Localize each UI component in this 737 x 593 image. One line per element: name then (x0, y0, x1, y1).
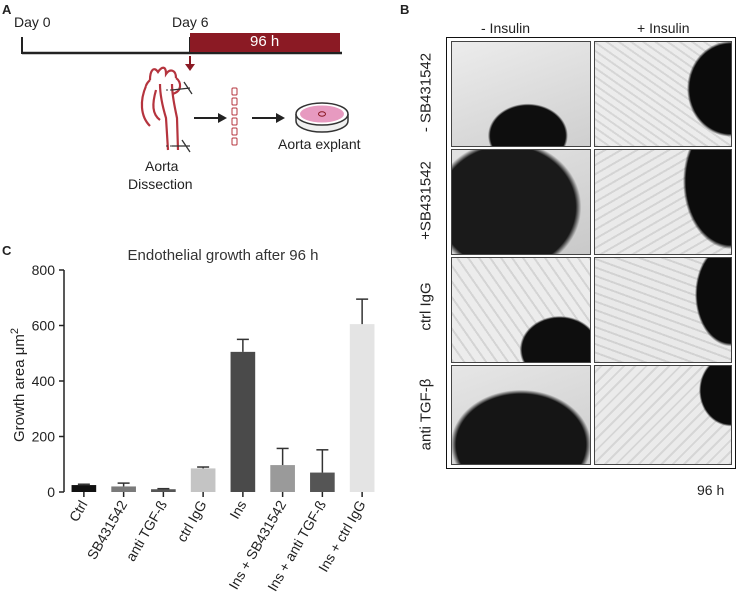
dissection-label-line2: Dissection (128, 176, 193, 192)
y-tick-label: 800 (32, 262, 56, 278)
y-tick-label: 400 (32, 373, 56, 389)
bar-7 (349, 324, 375, 492)
y-tick-label: 0 (47, 484, 55, 500)
row-label-minus-sb431542: - SB431542 (417, 52, 435, 133)
row-label-ctrl-igg: ctrl IgG (417, 282, 435, 331)
timeline-diagram (21, 33, 349, 153)
day0-label: Day 0 (14, 14, 51, 30)
growth-bar-chart: Endothelial growth after 96 h 0 200 400 600 8… (9, 247, 375, 593)
micrograph-ctrl-igg-plus-ins (594, 257, 732, 363)
micrograph-minus-sb-plus-ins (594, 41, 732, 147)
bar-4 (230, 351, 256, 492)
row-label-anti-tgfb: anti TGF-β (417, 378, 435, 451)
scissors-upper-icon (171, 81, 193, 95)
panel-c-letter: C (2, 243, 12, 258)
micrograph-plus-sb-plus-ins (594, 149, 732, 255)
micrograph-minus-sb-minus-ins (451, 41, 591, 147)
bar-1 (111, 486, 136, 492)
x-tick-label: anti TGF-ß (122, 498, 170, 564)
aorta-drawing (140, 66, 182, 151)
x-tick-label: ctrl IgG (173, 498, 209, 545)
y-tick-label: 200 (32, 429, 56, 445)
explant-dish (295, 102, 349, 133)
panel-b-letter: B (400, 2, 410, 17)
scissors-lower-icon (172, 139, 191, 153)
aorta-rings (231, 87, 238, 146)
treatment-duration-label: 96 h (250, 33, 280, 50)
x-tick-label: Ins (226, 498, 249, 522)
micrograph-plus-sb-minus-ins (451, 149, 591, 255)
micrograph-ctrl-igg-minus-ins (451, 257, 591, 363)
bar-0 (71, 485, 97, 492)
treatment-bar (190, 33, 340, 52)
bar-2 (151, 489, 176, 492)
bar-6 (310, 472, 335, 492)
day6-label: Day 6 (172, 14, 209, 30)
col-label-minus-insulin: - Insulin (481, 20, 531, 36)
time-label-96h: 96 h (697, 482, 725, 498)
micrograph-anti-tgfb-plus-ins (594, 365, 732, 465)
dissection-label-line1: Aorta (145, 158, 179, 174)
panel-a-letter: A (2, 2, 12, 17)
bar-3 (190, 468, 216, 492)
row-label-plus-sb431542: +SB431542 (417, 161, 435, 240)
chart-title: Endothelial growth after 96 h (128, 247, 319, 264)
dissection-arrowhead (185, 64, 195, 71)
bar-5 (270, 465, 295, 492)
y-tick-label: 600 (32, 318, 56, 334)
y-axis-label: Growth area μm2 (9, 328, 28, 442)
explant-label: Aorta explant (278, 136, 361, 152)
col-label-plus-insulin: + Insulin (637, 20, 690, 36)
x-tick-label: Ctrl (66, 498, 91, 525)
micrograph-anti-tgfb-minus-ins (451, 365, 591, 465)
